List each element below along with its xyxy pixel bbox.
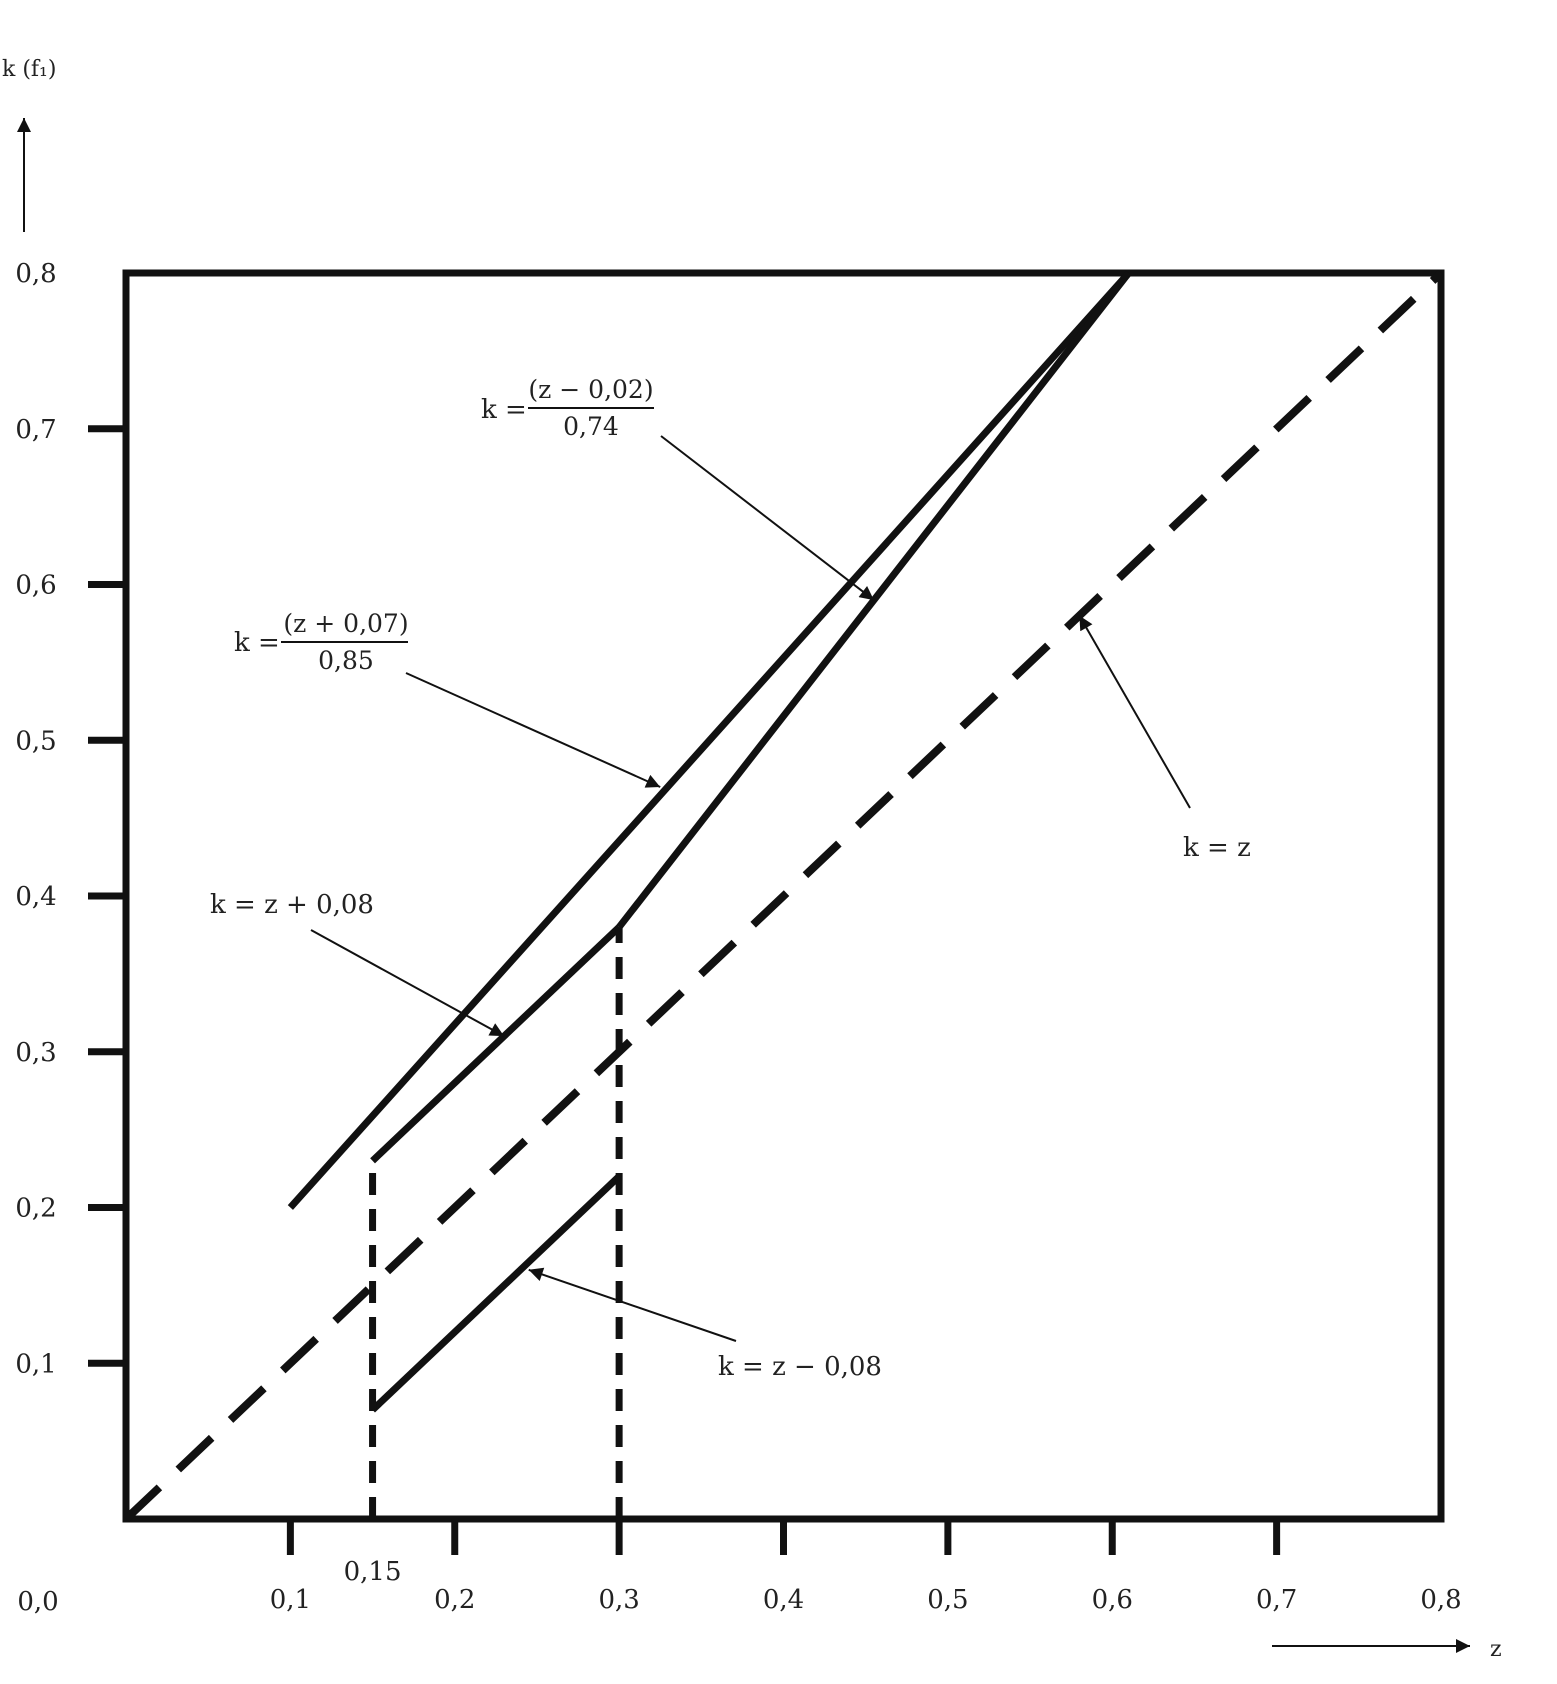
annotation-arrow-k-minus	[528, 1267, 737, 1342]
annotation-k-lower-frac-denominator: 0,74	[563, 412, 619, 441]
x-tick-label: 0,4	[763, 1585, 804, 1615]
x-tick-label: 0,3	[598, 1585, 639, 1615]
series-line-3	[370, 924, 622, 1164]
annotation-k-lower-frac: k = (z − 0,02) 0,74	[481, 375, 654, 441]
x-axis-title-group: z	[1272, 1637, 1502, 1662]
x-tick-label: 0,15	[344, 1557, 402, 1587]
annotation-k-lower-frac-numerator: (z − 0,02)	[528, 375, 653, 404]
annotation-arrow-k-eq-z	[1078, 615, 1191, 809]
y-axis-title-group: k (f₁)	[2, 57, 56, 232]
x-tick-label: 0,8	[1420, 1585, 1461, 1615]
y-axis-title: k (f₁)	[2, 57, 56, 82]
x-tick-label: 0,5	[927, 1585, 968, 1615]
annotation-k-minus: k = z − 0,08	[718, 1352, 882, 1382]
annotation-arrow-k-upper	[405, 672, 661, 788]
x-tick-label: 0,7	[1256, 1585, 1297, 1615]
annotation-k-upper-denominator: 0,85	[318, 646, 374, 675]
y-tick-label: 0,4	[15, 882, 56, 912]
annotation-arrow-k-plus	[310, 929, 505, 1038]
series-line-1	[287, 270, 1132, 1210]
origin-label: 0,0	[17, 1587, 58, 1617]
annotation-k-lower-frac-prefix: k =	[481, 395, 527, 425]
x-tick-label: 0,2	[434, 1585, 475, 1615]
annotations	[310, 435, 1191, 1342]
x-tick-label: 0,6	[1092, 1585, 1133, 1615]
annotation-k-upper-prefix: k =	[234, 628, 280, 658]
annotation-k-upper: k = (z + 0,07) 0,85	[234, 609, 409, 675]
y-tick-label: 0,2	[15, 1194, 56, 1224]
y-tick-label: 0,5	[15, 726, 56, 756]
x-tick-label: 0,1	[270, 1585, 311, 1615]
annotation-arrow-k-lower-frac	[660, 435, 875, 601]
x-axis-title: z	[1490, 1637, 1502, 1662]
series-line-4	[370, 1173, 622, 1413]
axis-tick-labels: 0,1 0,15 0,2 0,3 0,4 0,5 0,6 0,7 0,8 0,1 0,2 0,3 0,4…	[15, 259, 1461, 1615]
y-tick-label: 0,3	[15, 1038, 56, 1068]
y-tick-label: 0,6	[15, 571, 56, 601]
y-tick-label: 0,7	[15, 415, 56, 445]
axis-ticks	[88, 425, 1281, 1555]
y-tick-label: 0,8	[15, 259, 56, 289]
annotation-k-plus: k = z + 0,08	[210, 890, 374, 920]
series-line-0	[123, 270, 1444, 1522]
y-tick-label: 0,1	[15, 1349, 56, 1379]
annotation-k-eq-z: k = z	[1183, 833, 1251, 863]
annotation-k-upper-numerator: (z + 0,07)	[283, 609, 408, 638]
